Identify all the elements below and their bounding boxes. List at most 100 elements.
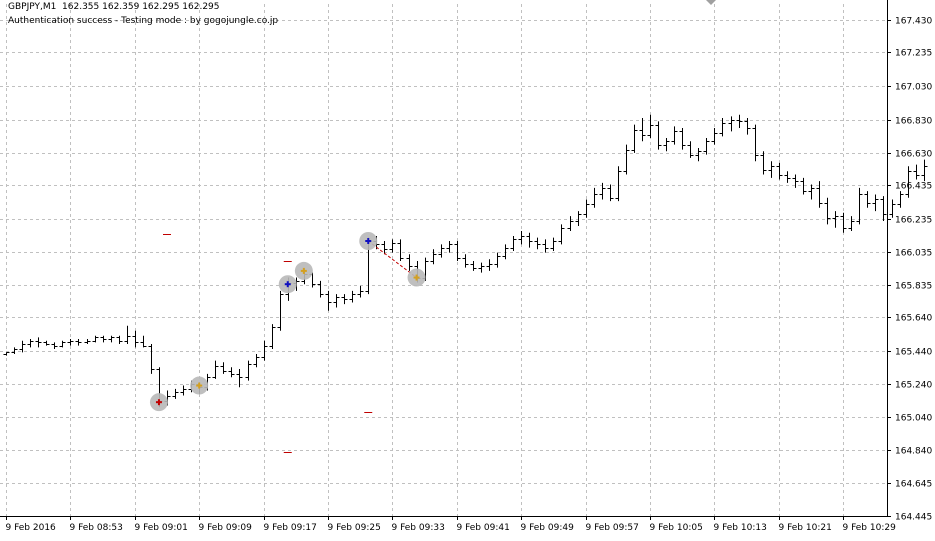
ohlc-bar[interactable] — [478, 262, 485, 273]
ohlc-bar[interactable] — [615, 166, 622, 202]
ohlc-bar[interactable] — [768, 161, 775, 178]
ohlc-bar[interactable] — [381, 240, 388, 255]
ohlc-bar[interactable] — [446, 240, 453, 253]
trade-marker-buy[interactable] — [359, 231, 378, 250]
ohlc-bar[interactable] — [494, 252, 501, 268]
ohlc-bar[interactable] — [220, 362, 227, 374]
ohlc-bar[interactable] — [744, 118, 751, 135]
ohlc-bar[interactable] — [269, 324, 276, 350]
ohlc-bar[interactable] — [75, 339, 82, 346]
ohlc-bar[interactable] — [349, 290, 356, 303]
ohlc-bar[interactable] — [671, 126, 678, 145]
ohlc-bar[interactable] — [108, 335, 115, 343]
ohlc-bar[interactable] — [567, 216, 574, 232]
ohlc-bar[interactable] — [228, 367, 235, 378]
ohlc-bar[interactable] — [317, 280, 324, 298]
ohlc-bar[interactable] — [663, 137, 670, 152]
ohlc-bar[interactable] — [502, 244, 509, 260]
ohlc-bar[interactable] — [59, 340, 66, 348]
ohlc-bar[interactable] — [100, 335, 107, 343]
ohlc-bar[interactable] — [397, 239, 404, 261]
ohlc-bar[interactable] — [27, 339, 34, 348]
scroll-shift-marker[interactable] — [706, 0, 716, 5]
ohlc-bar[interactable] — [148, 344, 155, 374]
ohlc-bar[interactable] — [542, 239, 549, 253]
ohlc-bar[interactable] — [430, 249, 437, 265]
ohlc-bar[interactable] — [470, 260, 477, 271]
ohlc-bar[interactable] — [599, 182, 606, 200]
ohlc-bar[interactable] — [623, 144, 630, 175]
ohlc-bar[interactable] — [808, 184, 815, 200]
ohlc-bar[interactable] — [752, 124, 759, 162]
trade-marker-close[interactable] — [190, 376, 209, 395]
ohlc-bar[interactable] — [872, 194, 879, 212]
ohlc-bar[interactable] — [679, 128, 686, 150]
ohlc-bar[interactable] — [67, 339, 74, 346]
ohlc-bar[interactable] — [591, 187, 598, 208]
ohlc-bar[interactable] — [341, 294, 348, 305]
ohlc-bar[interactable] — [655, 121, 662, 150]
ohlc-bar[interactable] — [687, 141, 694, 158]
trade-marker-close[interactable] — [407, 268, 426, 287]
ohlc-bar[interactable] — [19, 340, 26, 353]
ohlc-bar[interactable] — [510, 236, 517, 251]
trade-marker-buy[interactable] — [278, 275, 297, 294]
ohlc-bar[interactable] — [132, 330, 139, 348]
ohlc-bar[interactable] — [43, 340, 50, 346]
ohlc-bar[interactable] — [172, 388, 179, 399]
ohlc-bar[interactable] — [792, 174, 799, 188]
ohlc-bar[interactable] — [212, 360, 219, 379]
ohlc-bar[interactable] — [639, 118, 646, 142]
ohlc-bar[interactable] — [607, 184, 614, 202]
ohlc-bar[interactable] — [921, 159, 928, 182]
ohlc-bar[interactable] — [325, 290, 332, 311]
ohlc-bar[interactable] — [824, 197, 831, 225]
ohlc-bar[interactable] — [550, 237, 557, 251]
ohlc-bar[interactable] — [438, 244, 445, 258]
ohlc-bar[interactable] — [333, 294, 340, 308]
ohlc-bar[interactable] — [784, 171, 791, 183]
ohlc-bar[interactable] — [905, 166, 912, 198]
ohlc-bar[interactable] — [864, 191, 871, 208]
ohlc-bar[interactable] — [889, 199, 896, 218]
ohlc-bar[interactable] — [848, 216, 855, 232]
ohlc-bar[interactable] — [719, 118, 726, 137]
ohlc-bar[interactable] — [462, 254, 469, 268]
ohlc-bar[interactable] — [116, 335, 123, 345]
ohlc-bar[interactable] — [277, 290, 284, 331]
ohlc-bar[interactable] — [526, 232, 533, 248]
ohlc-bar[interactable] — [140, 335, 147, 348]
ohlc-bar[interactable] — [534, 237, 541, 250]
ohlc-bar[interactable] — [84, 339, 91, 345]
ohlc-bar[interactable] — [703, 137, 710, 155]
trade-marker-sell[interactable] — [149, 393, 168, 412]
ohlc-bar[interactable] — [695, 147, 702, 162]
ohlc-bar[interactable] — [840, 212, 847, 233]
ohlc-bar[interactable] — [92, 335, 99, 343]
ohlc-bar[interactable] — [180, 385, 187, 396]
ohlc-bar[interactable] — [856, 187, 863, 225]
ohlc-bar[interactable] — [51, 342, 58, 350]
ohlc-bar[interactable] — [647, 114, 654, 138]
ohlc-bar[interactable] — [454, 240, 461, 261]
ohlc-bar[interactable] — [35, 337, 42, 348]
ohlc-bar[interactable] — [728, 116, 735, 132]
ohlc-bar[interactable] — [832, 211, 839, 228]
ohlc-bar[interactable] — [518, 231, 525, 245]
ohlc-bar[interactable] — [357, 285, 364, 298]
ohlc-bar[interactable] — [3, 352, 10, 356]
trade-marker-close[interactable] — [294, 261, 313, 280]
ohlc-bar[interactable] — [558, 224, 565, 245]
ohlc-bar[interactable] — [631, 124, 638, 153]
ohlc-bar[interactable] — [816, 181, 823, 208]
ohlc-bar[interactable] — [261, 340, 268, 361]
ohlc-bar[interactable] — [800, 177, 807, 195]
ohlc-bar[interactable] — [776, 162, 783, 180]
ohlc-bar[interactable] — [736, 114, 743, 129]
ohlc-bar[interactable] — [575, 211, 582, 227]
ohlc-bar[interactable] — [253, 353, 260, 368]
ohlc-bar[interactable] — [711, 128, 718, 145]
ohlc-bar[interactable] — [389, 239, 396, 253]
